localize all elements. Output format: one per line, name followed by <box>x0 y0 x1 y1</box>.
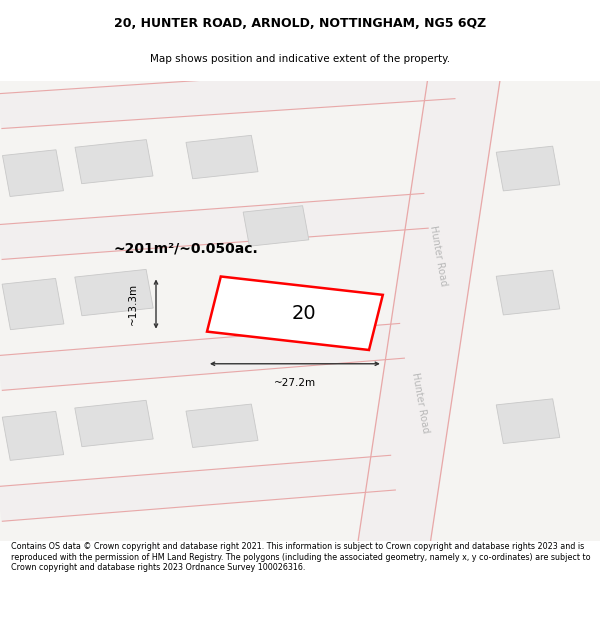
Text: Contains OS data © Crown copyright and database right 2021. This information is : Contains OS data © Crown copyright and d… <box>11 542 590 572</box>
Text: ~27.2m: ~27.2m <box>274 378 316 388</box>
Text: Hunter Road: Hunter Road <box>410 372 430 434</box>
Text: ~201m²/~0.050ac.: ~201m²/~0.050ac. <box>113 242 259 256</box>
Polygon shape <box>186 136 258 179</box>
Polygon shape <box>0 81 600 541</box>
Polygon shape <box>186 404 258 448</box>
Text: Map shows position and indicative extent of the property.: Map shows position and indicative extent… <box>150 54 450 64</box>
Polygon shape <box>496 270 560 315</box>
Text: ~13.3m: ~13.3m <box>128 283 138 325</box>
Polygon shape <box>75 401 153 447</box>
Text: 20, HUNTER ROAD, ARNOLD, NOTTINGHAM, NG5 6QZ: 20, HUNTER ROAD, ARNOLD, NOTTINGHAM, NG5… <box>114 17 486 30</box>
Polygon shape <box>2 278 64 329</box>
Polygon shape <box>2 150 64 196</box>
Polygon shape <box>496 146 560 191</box>
Polygon shape <box>75 269 153 316</box>
Polygon shape <box>207 276 383 350</box>
Polygon shape <box>357 69 501 553</box>
Text: Hunter Road: Hunter Road <box>428 225 448 287</box>
Polygon shape <box>75 139 153 184</box>
Polygon shape <box>0 193 428 259</box>
Text: 20: 20 <box>292 304 316 322</box>
Polygon shape <box>2 411 64 461</box>
Polygon shape <box>496 399 560 444</box>
Polygon shape <box>0 64 455 129</box>
Polygon shape <box>0 323 404 391</box>
Polygon shape <box>0 455 395 521</box>
Polygon shape <box>243 206 309 246</box>
